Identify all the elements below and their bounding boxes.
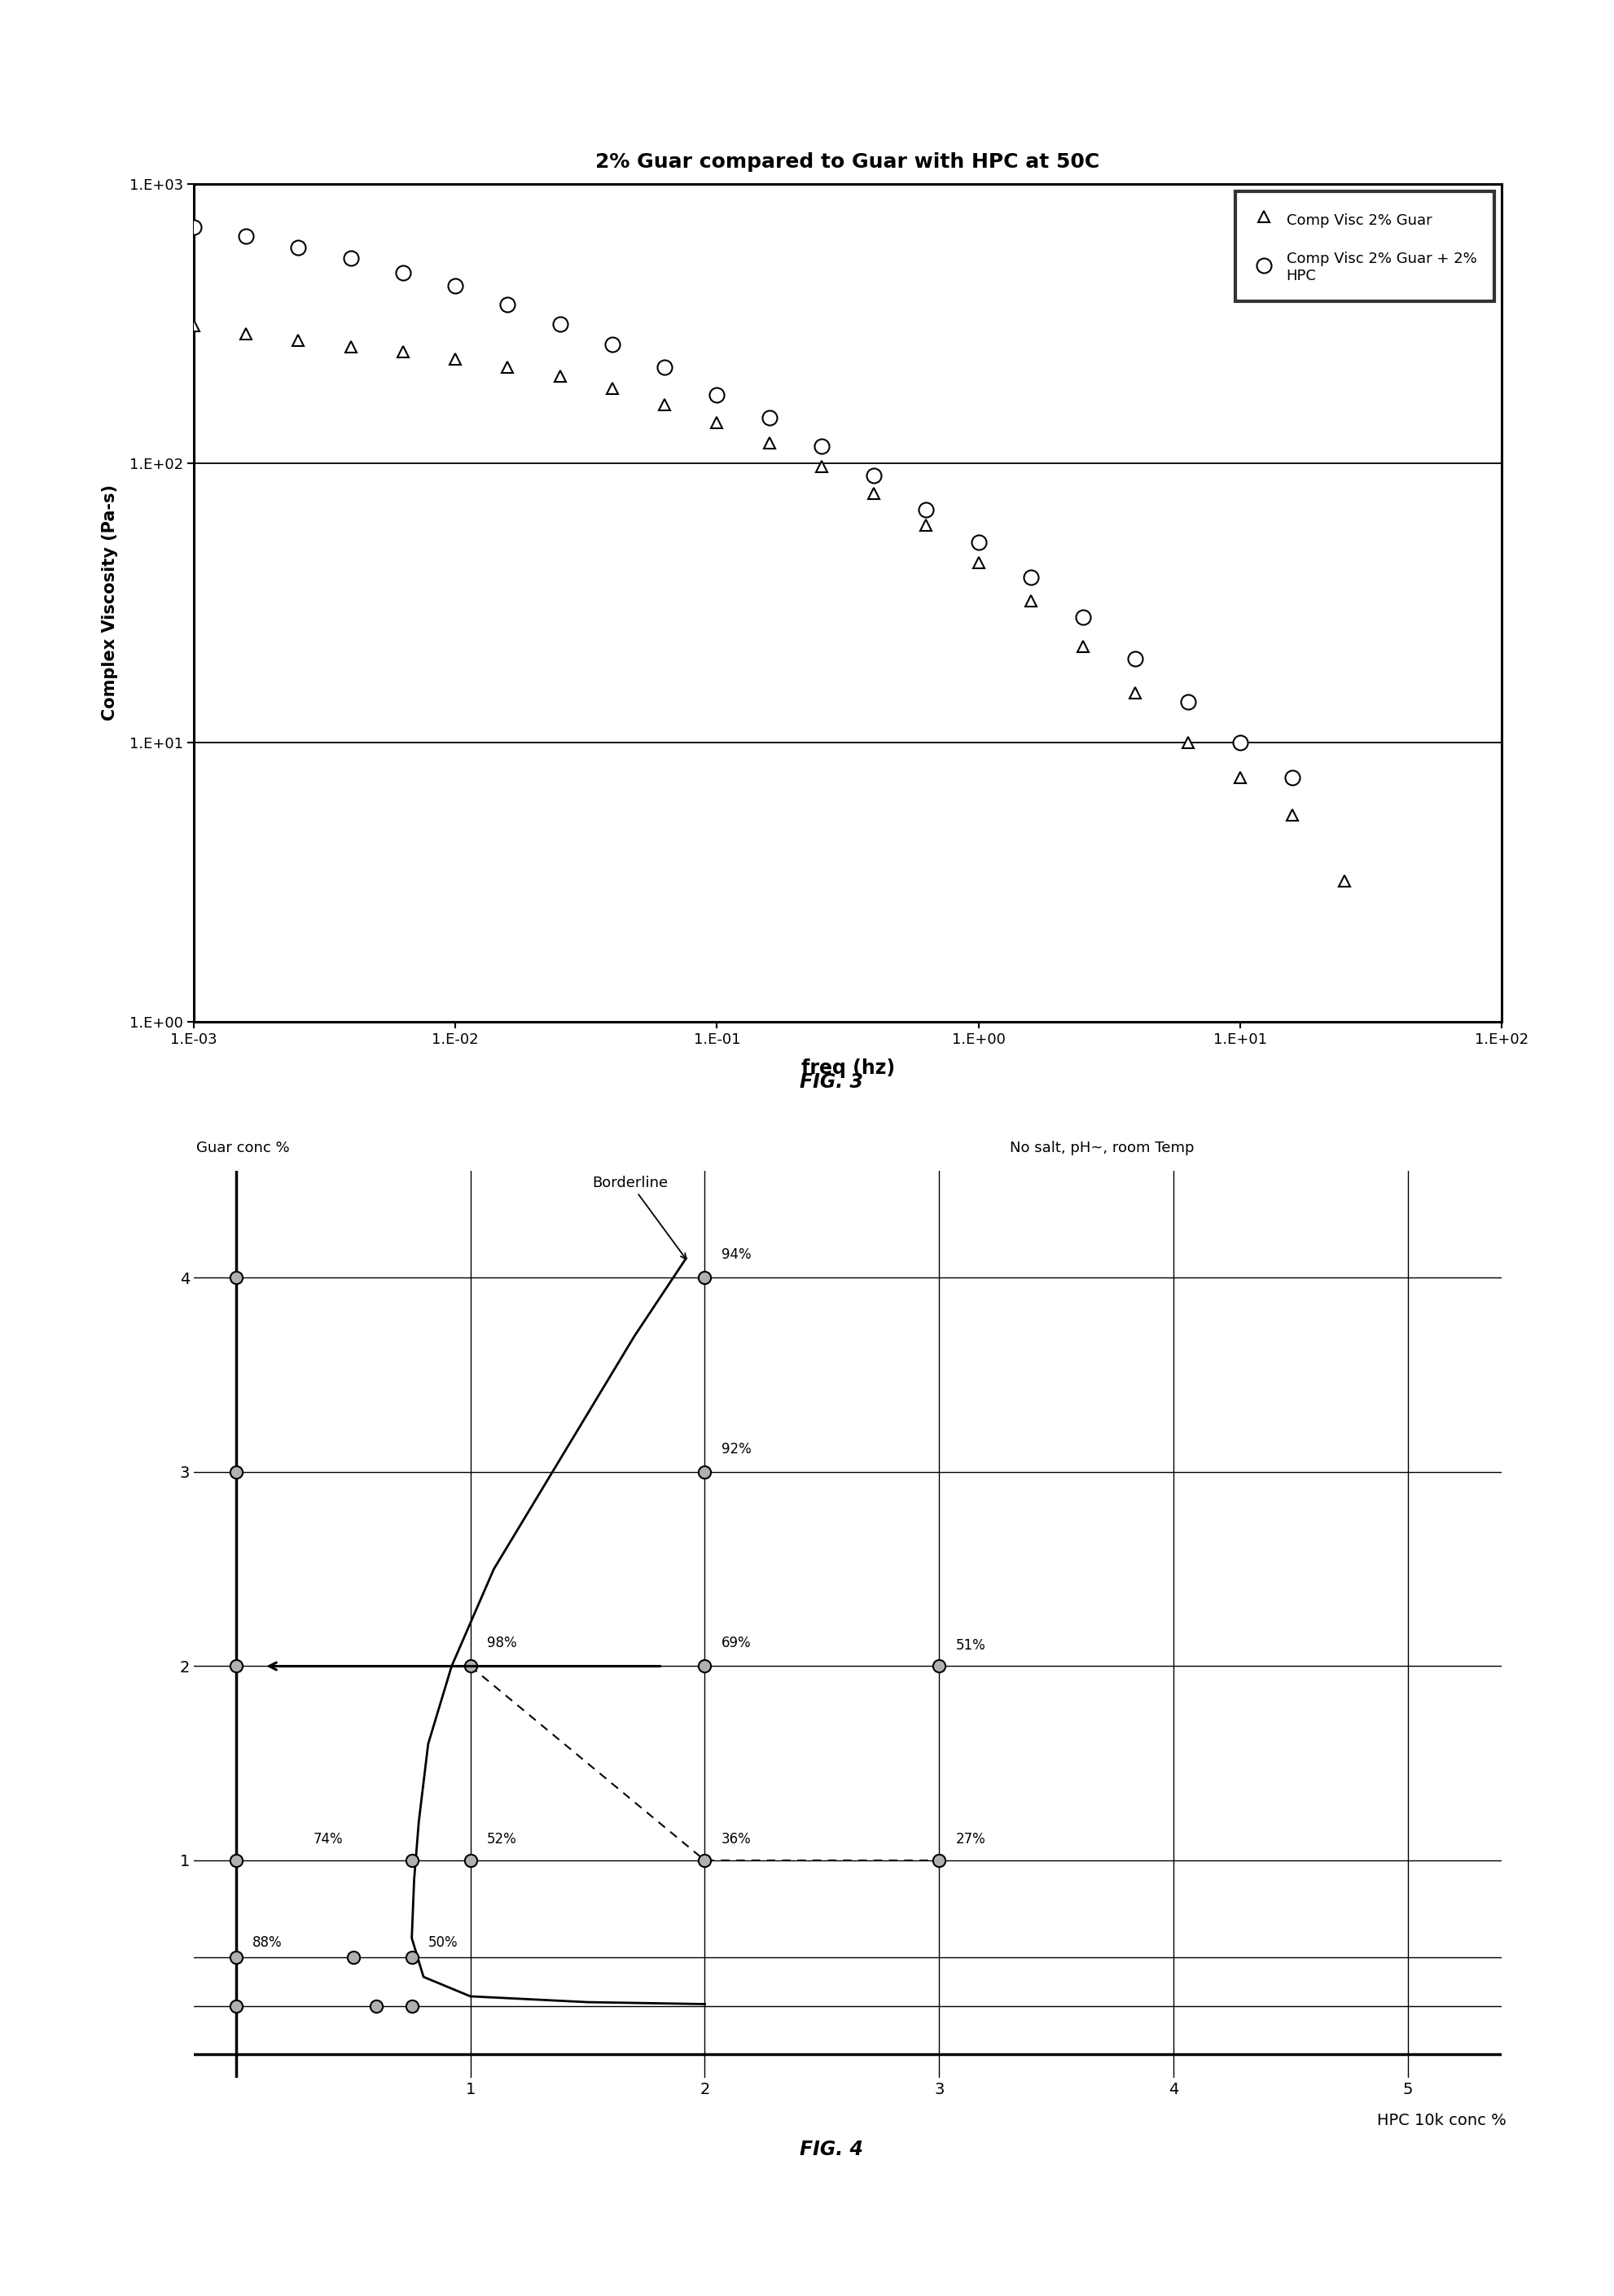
Text: FIG. 4: FIG. 4	[799, 2140, 863, 2161]
Text: 88%: 88%	[252, 1936, 282, 1949]
Line: Comp Visc 2% Guar: Comp Visc 2% Guar	[187, 319, 1349, 886]
Comp Visc 2% Guar	[759, 429, 778, 457]
Comp Visc 2% Guar	[602, 374, 621, 402]
Comp Visc 2% Guar	[863, 480, 883, 507]
Text: 69%: 69%	[721, 1637, 751, 1651]
Comp Visc 2% Guar	[394, 338, 413, 365]
Comp Visc 2% Guar + 2%
HPC	[707, 381, 726, 409]
Comp Visc 2% Guar	[1073, 634, 1093, 661]
Comp Visc 2% Guar	[184, 312, 203, 340]
Comp Visc 2% Guar + 2%
HPC	[445, 273, 465, 301]
Text: 51%: 51%	[955, 1637, 985, 1653]
Comp Visc 2% Guar + 2%
HPC	[289, 234, 308, 262]
Comp Visc 2% Guar + 2%
HPC	[1178, 689, 1198, 716]
Comp Visc 2% Guar + 2%
HPC	[497, 292, 516, 319]
Comp Visc 2% Guar	[497, 354, 516, 381]
Comp Visc 2% Guar + 2%
HPC	[759, 404, 778, 432]
Text: 92%: 92%	[721, 1442, 751, 1456]
Comp Visc 2% Guar	[1335, 868, 1354, 895]
Title: 2% Guar compared to Guar with HPC at 50C: 2% Guar compared to Guar with HPC at 50C	[596, 152, 1099, 172]
Text: 98%: 98%	[486, 1637, 516, 1651]
Text: HPC 10k conc %: HPC 10k conc %	[1377, 2112, 1506, 2128]
Comp Visc 2% Guar + 2%
HPC	[863, 461, 883, 489]
Comp Visc 2% Guar	[341, 333, 360, 360]
Text: Guar conc %: Guar conc %	[195, 1141, 289, 1155]
Text: 50%: 50%	[428, 1936, 458, 1949]
X-axis label: freq (hz): freq (hz)	[801, 1058, 894, 1077]
Text: No salt, pH~, room Temp: No salt, pH~, room Temp	[1009, 1141, 1193, 1155]
Comp Visc 2% Guar	[812, 452, 831, 480]
Legend: Comp Visc 2% Guar, Comp Visc 2% Guar + 2%
HPC: Comp Visc 2% Guar, Comp Visc 2% Guar + 2…	[1235, 191, 1493, 301]
Comp Visc 2% Guar	[1020, 588, 1039, 615]
Text: 27%: 27%	[955, 1832, 985, 1846]
Comp Visc 2% Guar	[289, 326, 308, 354]
Comp Visc 2% Guar + 2%
HPC	[655, 354, 675, 381]
Comp Visc 2% Guar + 2%
HPC	[1020, 563, 1039, 590]
Comp Visc 2% Guar	[707, 409, 726, 436]
Line: Comp Visc 2% Guar + 2%
HPC: Comp Visc 2% Guar + 2% HPC	[186, 220, 1299, 785]
Comp Visc 2% Guar	[1125, 680, 1144, 707]
Comp Visc 2% Guar + 2%
HPC	[236, 223, 255, 250]
Comp Visc 2% Guar + 2%
HPC	[1125, 645, 1144, 673]
Comp Visc 2% Guar	[550, 363, 570, 390]
Text: 52%: 52%	[486, 1832, 516, 1846]
Text: 74%: 74%	[313, 1832, 344, 1846]
Comp Visc 2% Guar	[1230, 765, 1249, 792]
Comp Visc 2% Guar + 2%
HPC	[1282, 765, 1301, 792]
Comp Visc 2% Guar	[917, 512, 936, 540]
Comp Visc 2% Guar + 2%
HPC	[917, 496, 936, 523]
Text: 36%: 36%	[721, 1832, 751, 1846]
Comp Visc 2% Guar + 2%
HPC	[341, 246, 360, 273]
Text: Borderline: Borderline	[592, 1176, 686, 1258]
Comp Visc 2% Guar + 2%
HPC	[394, 259, 413, 287]
Y-axis label: Complex Viscosity (Pa-s): Complex Viscosity (Pa-s)	[102, 484, 118, 721]
Comp Visc 2% Guar + 2%
HPC	[550, 310, 570, 338]
Text: FIG. 3: FIG. 3	[799, 1072, 863, 1093]
Comp Visc 2% Guar + 2%
HPC	[1230, 728, 1249, 755]
Comp Visc 2% Guar + 2%
HPC	[968, 528, 988, 556]
Comp Visc 2% Guar	[236, 319, 255, 347]
Comp Visc 2% Guar	[1282, 801, 1301, 829]
Comp Visc 2% Guar	[445, 347, 465, 374]
Comp Visc 2% Guar + 2%
HPC	[1073, 604, 1093, 631]
Text: 94%: 94%	[721, 1247, 751, 1263]
Comp Visc 2% Guar	[655, 390, 675, 418]
Comp Visc 2% Guar	[1178, 728, 1198, 755]
Comp Visc 2% Guar	[968, 549, 988, 576]
Comp Visc 2% Guar + 2%
HPC	[602, 331, 621, 358]
Comp Visc 2% Guar + 2%
HPC	[184, 214, 203, 241]
Comp Visc 2% Guar + 2%
HPC	[812, 432, 831, 459]
